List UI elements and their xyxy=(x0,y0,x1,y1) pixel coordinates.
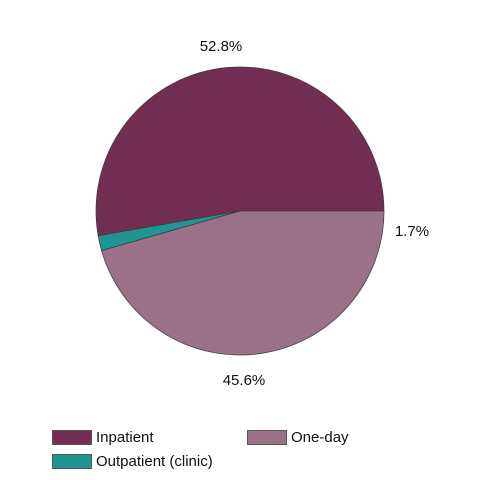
pie-slice-inpatient xyxy=(95,66,385,237)
pie-slices xyxy=(95,66,385,356)
slice-label-outpatient-clinic: 1.7% xyxy=(395,223,429,240)
pie-slice-one-day xyxy=(101,210,385,356)
slice-label-inpatient: 52.8% xyxy=(200,38,243,55)
slice-label-one-day: 45.6% xyxy=(223,372,266,389)
slice-labels: 52.8% 1.7% 45.6% xyxy=(200,38,429,389)
